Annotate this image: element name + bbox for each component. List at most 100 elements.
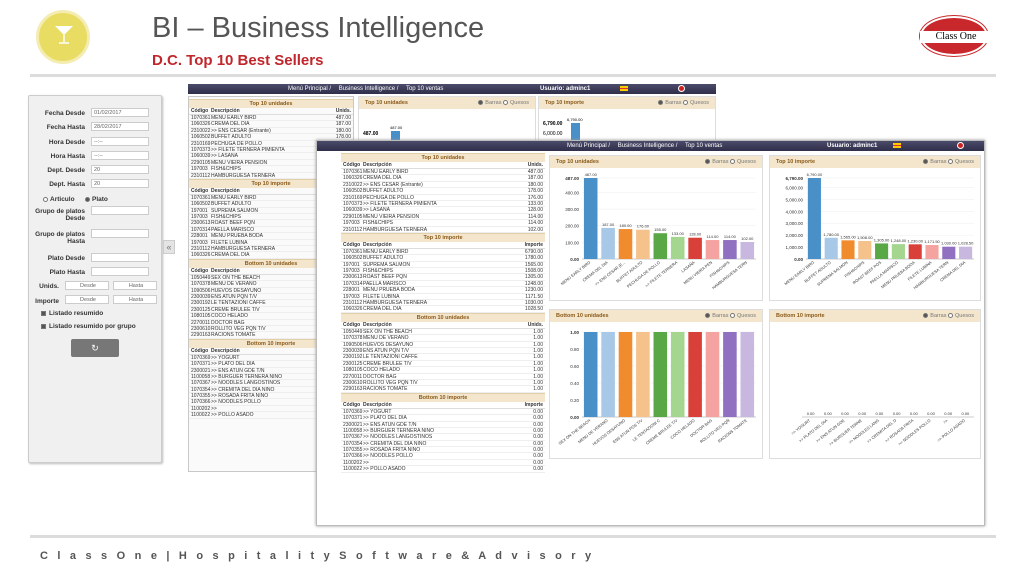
logout-icon[interactable]	[678, 85, 685, 92]
radio-plato-dot[interactable]	[85, 196, 90, 202]
hora-desde-input[interactable]: --:--	[91, 137, 149, 146]
bar[interactable]	[908, 244, 922, 259]
bar[interactable]	[653, 233, 668, 259]
bar[interactable]	[858, 241, 872, 259]
bar[interactable]	[688, 237, 702, 259]
fecha-desde-input[interactable]: 01/02/2017	[91, 108, 149, 117]
table-row[interactable]: 2310022 >> ENS CESAR (Entrante) 180.00	[189, 128, 353, 135]
table-row[interactable]: 1070367>> NOODLES LANGOSTINOS 0.00	[341, 434, 545, 441]
table-row[interactable]: 1100058>> BURGUER TERNERA NIÑO 0.00	[341, 428, 545, 435]
radio-barras[interactable]	[658, 100, 664, 106]
bar[interactable]	[723, 332, 737, 417]
bar[interactable]	[705, 332, 720, 417]
logout-icon[interactable]	[957, 142, 964, 149]
fecha-hasta-input[interactable]: 28/02/2017	[91, 122, 149, 131]
bar[interactable]	[618, 229, 633, 259]
bar[interactable]	[636, 229, 650, 259]
table-row[interactable]: 1070366>> NOODLES POLLO 0.00	[341, 453, 545, 460]
bar[interactable]	[618, 332, 633, 417]
radio-quesos[interactable]	[730, 313, 736, 319]
plato-desde-input[interactable]	[91, 253, 149, 262]
bar[interactable]	[875, 243, 889, 259]
plato-hasta-input[interactable]	[91, 267, 149, 276]
radio-barras[interactable]	[923, 159, 929, 165]
table-row[interactable]: 1060039>> LASAÑA 128.00	[341, 207, 545, 214]
bar[interactable]	[601, 227, 615, 259]
bar[interactable]	[705, 240, 720, 259]
radio-quesos[interactable]	[730, 159, 736, 165]
checkbox-checked-icon[interactable]	[41, 323, 46, 329]
table-row[interactable]: 1070371>> PLATO DEL DIA 0.00	[341, 415, 545, 422]
bar[interactable]	[670, 332, 685, 417]
hora-hasta-input[interactable]: --:--	[91, 151, 149, 160]
unids-hasta-input[interactable]: Hasta	[113, 281, 157, 290]
radio-barras[interactable]	[705, 159, 711, 165]
table-row[interactable]: 1060326 CREMA DEL DIA 187.00	[189, 121, 353, 128]
radio-quesos[interactable]	[948, 159, 954, 165]
listado-resumido-checkbox[interactable]: Listado resumido	[41, 310, 103, 317]
bar[interactable]	[688, 332, 702, 417]
bar[interactable]	[583, 332, 598, 417]
bar[interactable]	[807, 178, 821, 259]
importe-hasta-input[interactable]: Hasta	[113, 295, 157, 304]
bar[interactable]	[824, 237, 838, 259]
table-row[interactable]: 1070361 MENU EARLY BIRD 487.00	[341, 169, 545, 176]
checkbox-checked-icon[interactable]	[41, 310, 46, 316]
grupo-desde-input[interactable]	[91, 206, 149, 215]
table-row[interactable]: 1060502 BUFFET ADULTO 178.00	[341, 188, 545, 195]
bar[interactable]	[740, 332, 755, 417]
bar[interactable]	[583, 178, 598, 259]
radio-barras[interactable]	[478, 100, 484, 106]
radio-barras[interactable]	[705, 313, 711, 319]
bar[interactable]	[740, 242, 755, 259]
spain-flag-icon[interactable]	[620, 86, 628, 91]
table-row[interactable]: 1100202>> 0.00	[341, 460, 545, 467]
table-row[interactable]: 2310022 >> ENS CESAR (Entrante) 180.00	[341, 182, 545, 189]
nav-menu-link[interactable]: Menú Principal /	[288, 86, 332, 92]
listado-grupo-checkbox[interactable]: Listado resumido por grupo	[41, 323, 136, 330]
importe-desde-input[interactable]: Desde	[65, 295, 109, 304]
unids-desde-input[interactable]: Desde	[65, 281, 109, 290]
nav-bi-link[interactable]: Business Intelligence /	[338, 86, 399, 92]
bar[interactable]	[942, 246, 956, 259]
table-row[interactable]: 1060502 BUFFET ADULTO 178.00	[189, 134, 353, 141]
bar[interactable]	[653, 332, 668, 417]
table-row[interactable]: 1070354>> CREMITA DEL DIA NIÑO 0.00	[341, 441, 545, 448]
collapse-filter-button[interactable]: «	[163, 240, 175, 254]
bar[interactable]	[959, 246, 973, 259]
nav-bi-link[interactable]: Business Intelligence /	[617, 143, 678, 149]
table-row[interactable]: 1070355>> ROSADA FRITA NIÑO 0.00	[341, 447, 545, 454]
bar[interactable]	[636, 332, 650, 417]
bar[interactable]	[841, 240, 855, 259]
table-row[interactable]: 2300021>> ENS ATUN GDE T/N 0.00	[341, 422, 545, 428]
table-row[interactable]: 1070361 MENU EARLY BIRD 487.00	[189, 115, 353, 122]
bar[interactable]	[670, 236, 685, 259]
grupo-hasta-input[interactable]	[91, 229, 149, 238]
radio-articulo-dot[interactable]	[43, 196, 48, 202]
bar[interactable]	[891, 244, 905, 259]
table-row[interactable]: 1100022>> POLLO ASADO 0.00	[341, 466, 545, 473]
radio-quesos[interactable]	[948, 313, 954, 319]
radio-quesos[interactable]	[503, 100, 509, 106]
radio-articulo[interactable]: Articulo	[43, 196, 75, 203]
refresh-button[interactable]: ↻	[71, 339, 119, 357]
radio-plato[interactable]: Plato	[85, 196, 108, 203]
